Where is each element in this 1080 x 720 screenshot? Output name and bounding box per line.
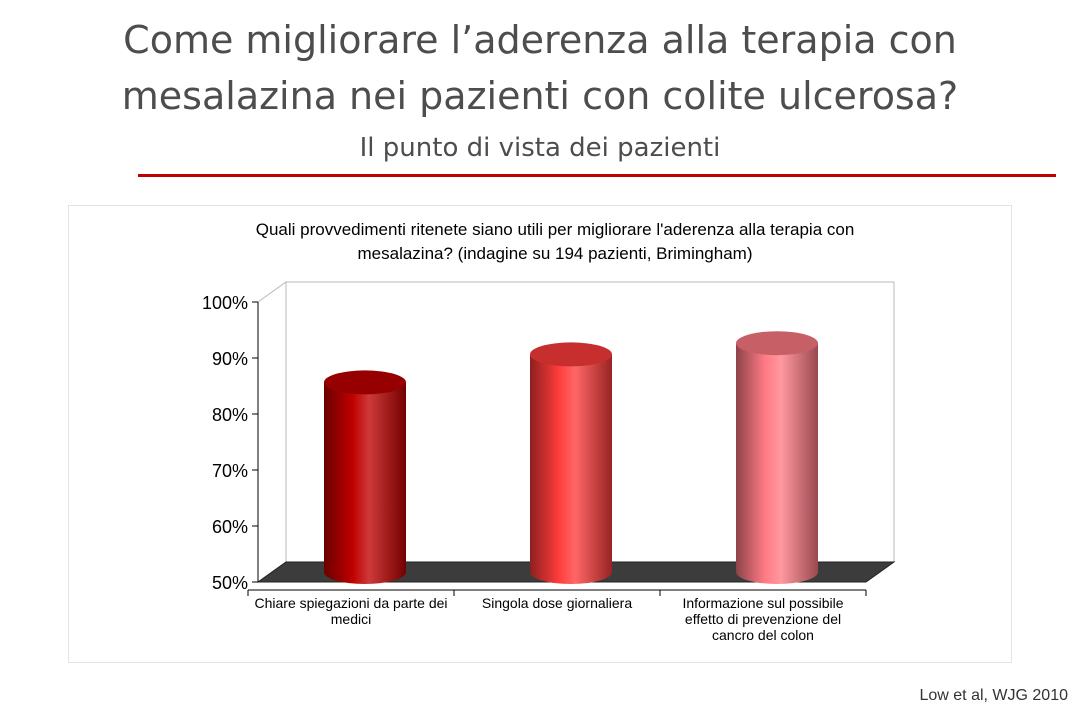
y-tick-label: 60% bbox=[212, 517, 248, 537]
chart-side-wall bbox=[257, 281, 287, 583]
title-divider bbox=[138, 174, 1056, 177]
y-tick-label: 90% bbox=[212, 349, 248, 369]
bar-cylinder bbox=[324, 370, 406, 584]
bar-cylinder bbox=[530, 342, 612, 584]
y-tick-label: 50% bbox=[212, 573, 248, 593]
slide-subtitle: Il punto di vista dei pazienti bbox=[359, 133, 721, 163]
category-label: Singola dose giornaliera bbox=[482, 595, 632, 611]
bar-top bbox=[324, 370, 406, 395]
y-tick-label: 80% bbox=[212, 405, 248, 425]
bar-top bbox=[736, 331, 818, 356]
bar-cylinder bbox=[736, 331, 818, 584]
bar-body bbox=[324, 382, 406, 584]
category-label: Chiare spiegazioni da parte dei bbox=[254, 595, 447, 611]
category-label: Informazione sul possibile bbox=[682, 595, 843, 611]
slide-title: Come migliorare l’aderenza alla terapia … bbox=[0, 12, 1080, 168]
title-line-2: mesalazina nei pazienti con colite ulcer… bbox=[121, 74, 959, 118]
title-line-1: Come migliorare l’aderenza alla terapia … bbox=[123, 18, 957, 62]
bar-body bbox=[736, 343, 818, 584]
bar-top bbox=[530, 342, 612, 367]
chart-title-line: Quali provvedimenti ritenete siano utili… bbox=[256, 220, 855, 239]
source-citation: Low et al, WJG 2010 bbox=[919, 687, 1068, 704]
y-tick-label: 70% bbox=[212, 461, 248, 481]
category-label: medici bbox=[331, 611, 371, 627]
chart-title-line: mesalazina? (indagine su 194 pazienti, B… bbox=[358, 244, 753, 263]
y-tick-label: 100% bbox=[202, 293, 248, 313]
bar-body bbox=[530, 354, 612, 584]
category-label: cancro del colon bbox=[712, 627, 814, 643]
category-label: effetto di prevenzione del bbox=[685, 611, 841, 627]
